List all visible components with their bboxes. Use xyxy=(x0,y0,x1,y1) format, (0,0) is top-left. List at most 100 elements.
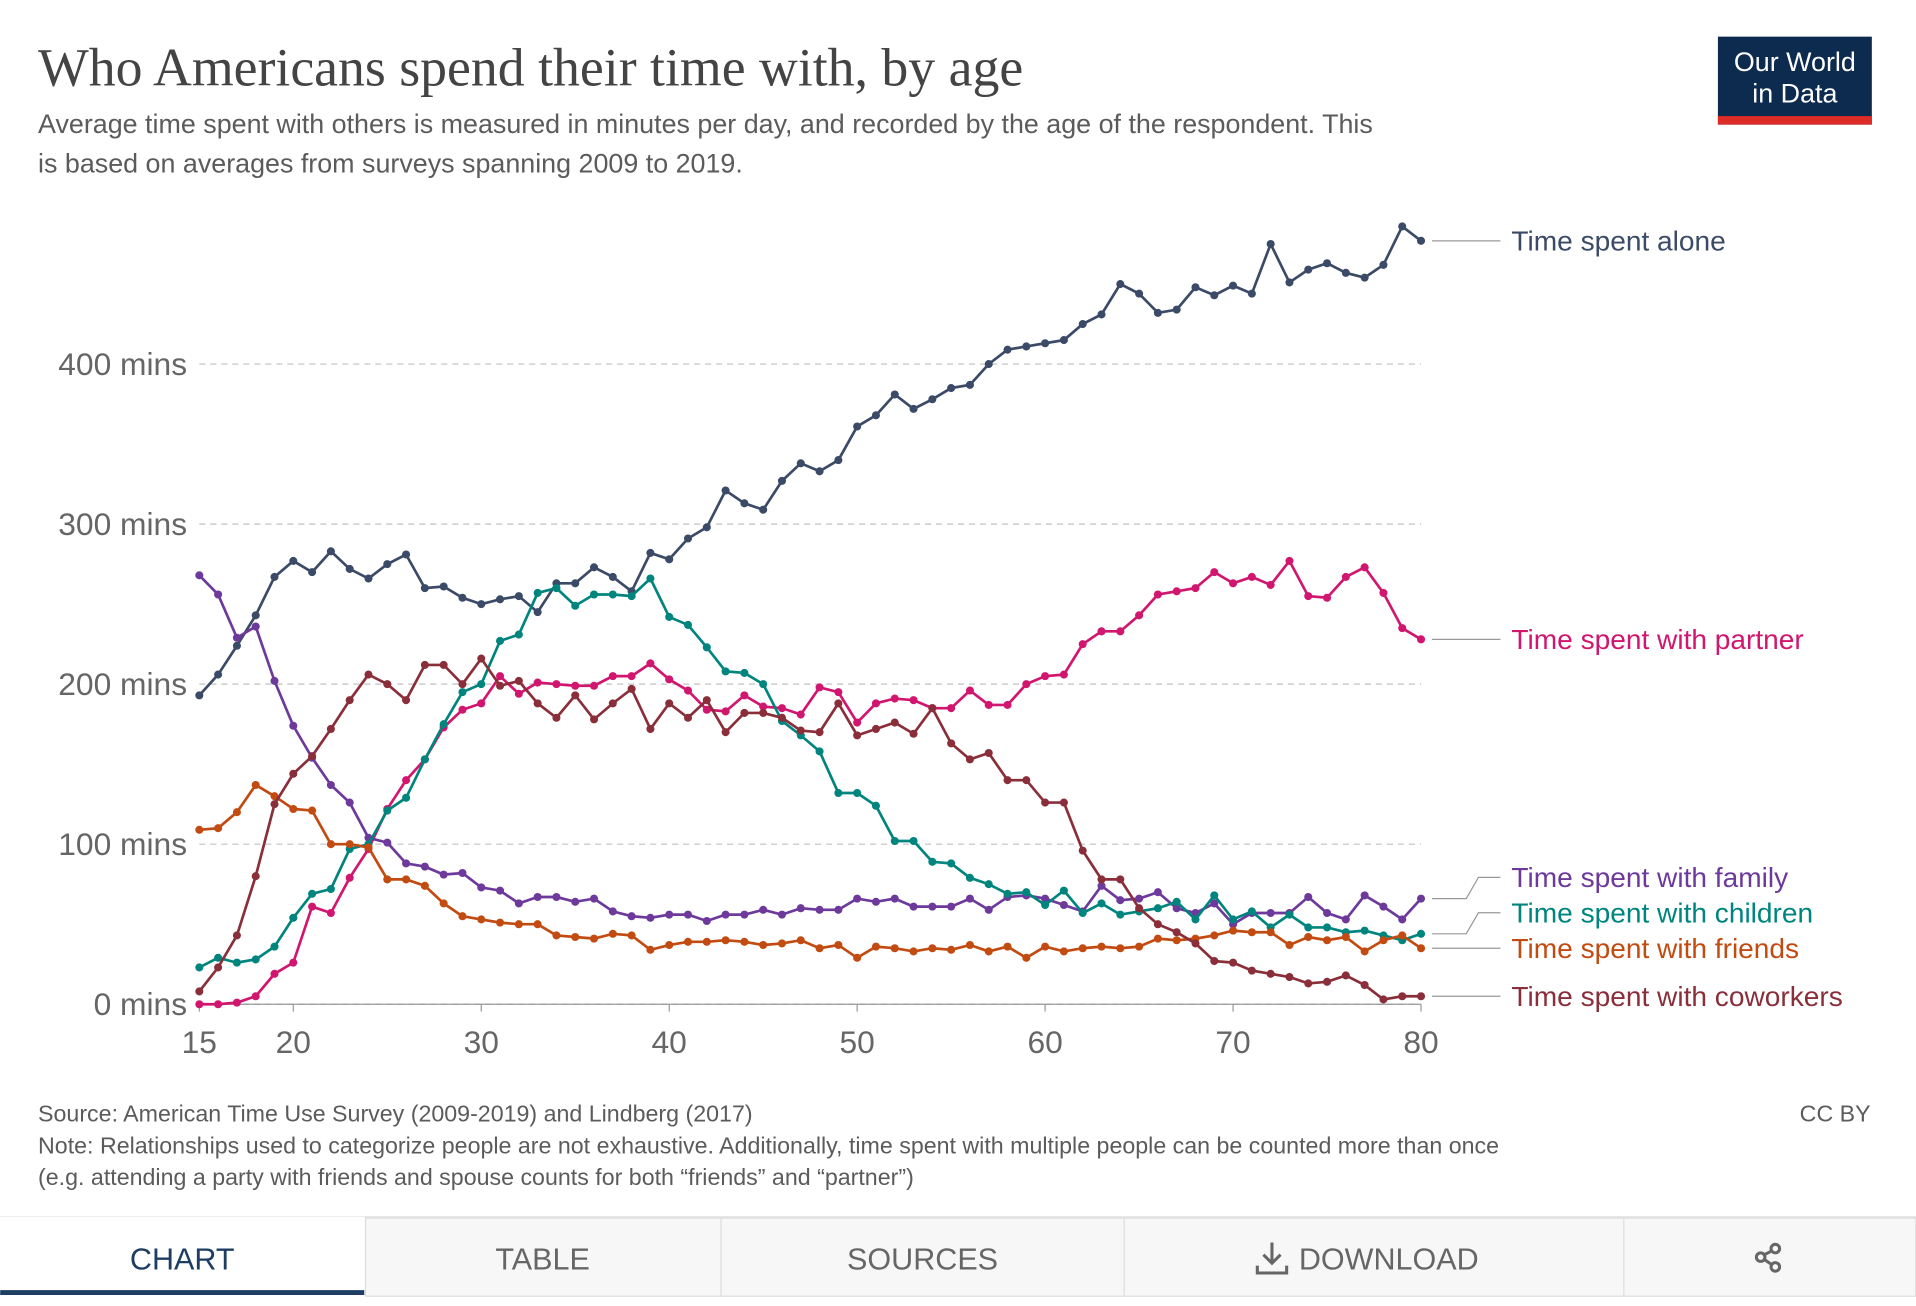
data-point xyxy=(214,670,223,679)
data-point xyxy=(1116,627,1125,636)
data-point xyxy=(1229,281,1238,290)
tab-strip xyxy=(364,1217,1916,1297)
data-point xyxy=(796,936,805,945)
data-point xyxy=(1360,563,1369,572)
data-point xyxy=(928,944,937,953)
note: (e.g. attending a party with friends and… xyxy=(38,1164,914,1190)
data-point xyxy=(759,680,768,689)
data-point xyxy=(721,486,730,495)
data-point xyxy=(909,696,918,705)
data-point xyxy=(1416,929,1426,938)
data-point xyxy=(646,548,655,557)
tab-table[interactable]: TABLE xyxy=(495,1242,589,1276)
data-point xyxy=(909,729,918,738)
data-point xyxy=(420,660,429,669)
data-point xyxy=(589,563,599,572)
data-point xyxy=(683,620,693,629)
data-point xyxy=(890,836,899,846)
data-point xyxy=(777,476,787,485)
share-icon[interactable] xyxy=(1754,1242,1782,1273)
data-point xyxy=(477,883,486,892)
logo[interactable] xyxy=(1717,36,1872,125)
data-point xyxy=(552,892,561,902)
data-point xyxy=(289,913,298,922)
data-point xyxy=(308,889,317,898)
data-point xyxy=(289,556,298,565)
tab-sources[interactable]: SOURCES xyxy=(847,1242,998,1276)
data-point xyxy=(1416,944,1426,953)
tab-download[interactable]: DOWNLOAD xyxy=(1299,1242,1479,1276)
data-point xyxy=(383,875,392,884)
data-point xyxy=(420,584,429,593)
y-tick-label: 400 mins xyxy=(58,346,187,382)
data-point xyxy=(1247,928,1256,937)
tab[interactable] xyxy=(0,1216,365,1298)
data-point xyxy=(1341,915,1350,924)
data-point xyxy=(702,696,711,705)
data-point xyxy=(571,681,580,690)
data-point xyxy=(871,942,880,951)
data-point xyxy=(232,808,241,817)
data-point xyxy=(402,793,411,802)
data-point xyxy=(1191,283,1200,292)
data-point xyxy=(270,792,279,801)
data-point xyxy=(232,998,241,1007)
data-point xyxy=(1191,915,1200,924)
tab-chart[interactable]: CHART xyxy=(130,1242,235,1276)
data-point xyxy=(909,902,918,911)
data-point xyxy=(1379,260,1388,269)
data-point xyxy=(965,755,974,764)
data-point xyxy=(1041,942,1050,951)
data-point xyxy=(834,456,843,465)
data-point xyxy=(1398,222,1407,231)
data-point xyxy=(1078,944,1087,953)
data-point xyxy=(1172,587,1181,596)
data-point xyxy=(383,680,392,689)
data-point xyxy=(947,945,956,954)
data-point xyxy=(909,836,918,846)
data-point xyxy=(251,622,260,631)
data-point xyxy=(1097,627,1106,636)
data-point xyxy=(1266,928,1275,937)
data-point xyxy=(1379,995,1388,1004)
data-point xyxy=(477,699,486,708)
data-point xyxy=(721,667,730,676)
data-point xyxy=(1059,900,1068,910)
data-point xyxy=(965,940,974,950)
data-point xyxy=(232,641,241,650)
data-point xyxy=(646,945,655,954)
data-point xyxy=(1153,904,1162,913)
data-point xyxy=(1153,934,1162,943)
legend-label: Time spent alone xyxy=(1511,226,1725,257)
x-tick-label: 15 xyxy=(182,1024,217,1060)
x-tick-label: 70 xyxy=(1215,1024,1250,1060)
data-point xyxy=(627,912,636,921)
data-point xyxy=(608,699,617,708)
logo-text: in Data xyxy=(1752,79,1837,109)
data-point xyxy=(1398,992,1407,1001)
data-point xyxy=(1135,289,1144,298)
data-point xyxy=(1323,593,1332,602)
data-point xyxy=(1097,942,1106,951)
data-point xyxy=(683,686,693,695)
data-point xyxy=(1360,926,1369,935)
data-point xyxy=(1379,902,1388,911)
data-point xyxy=(496,672,505,681)
data-point xyxy=(608,572,617,581)
data-point xyxy=(1210,956,1219,966)
data-point xyxy=(533,892,542,902)
data-point xyxy=(1059,947,1068,956)
data-point xyxy=(1247,289,1256,298)
data-point xyxy=(702,523,711,532)
data-point xyxy=(740,937,749,946)
data-point xyxy=(815,747,824,756)
data-point xyxy=(1341,268,1350,277)
data-point xyxy=(646,574,655,583)
data-point xyxy=(665,675,674,684)
data-point xyxy=(1041,900,1050,910)
data-point xyxy=(1398,931,1407,940)
data-point xyxy=(1135,894,1144,903)
data-point xyxy=(477,654,486,663)
chart-title: Who Americans spend their time with, by … xyxy=(38,38,1023,98)
data-point xyxy=(345,798,354,807)
